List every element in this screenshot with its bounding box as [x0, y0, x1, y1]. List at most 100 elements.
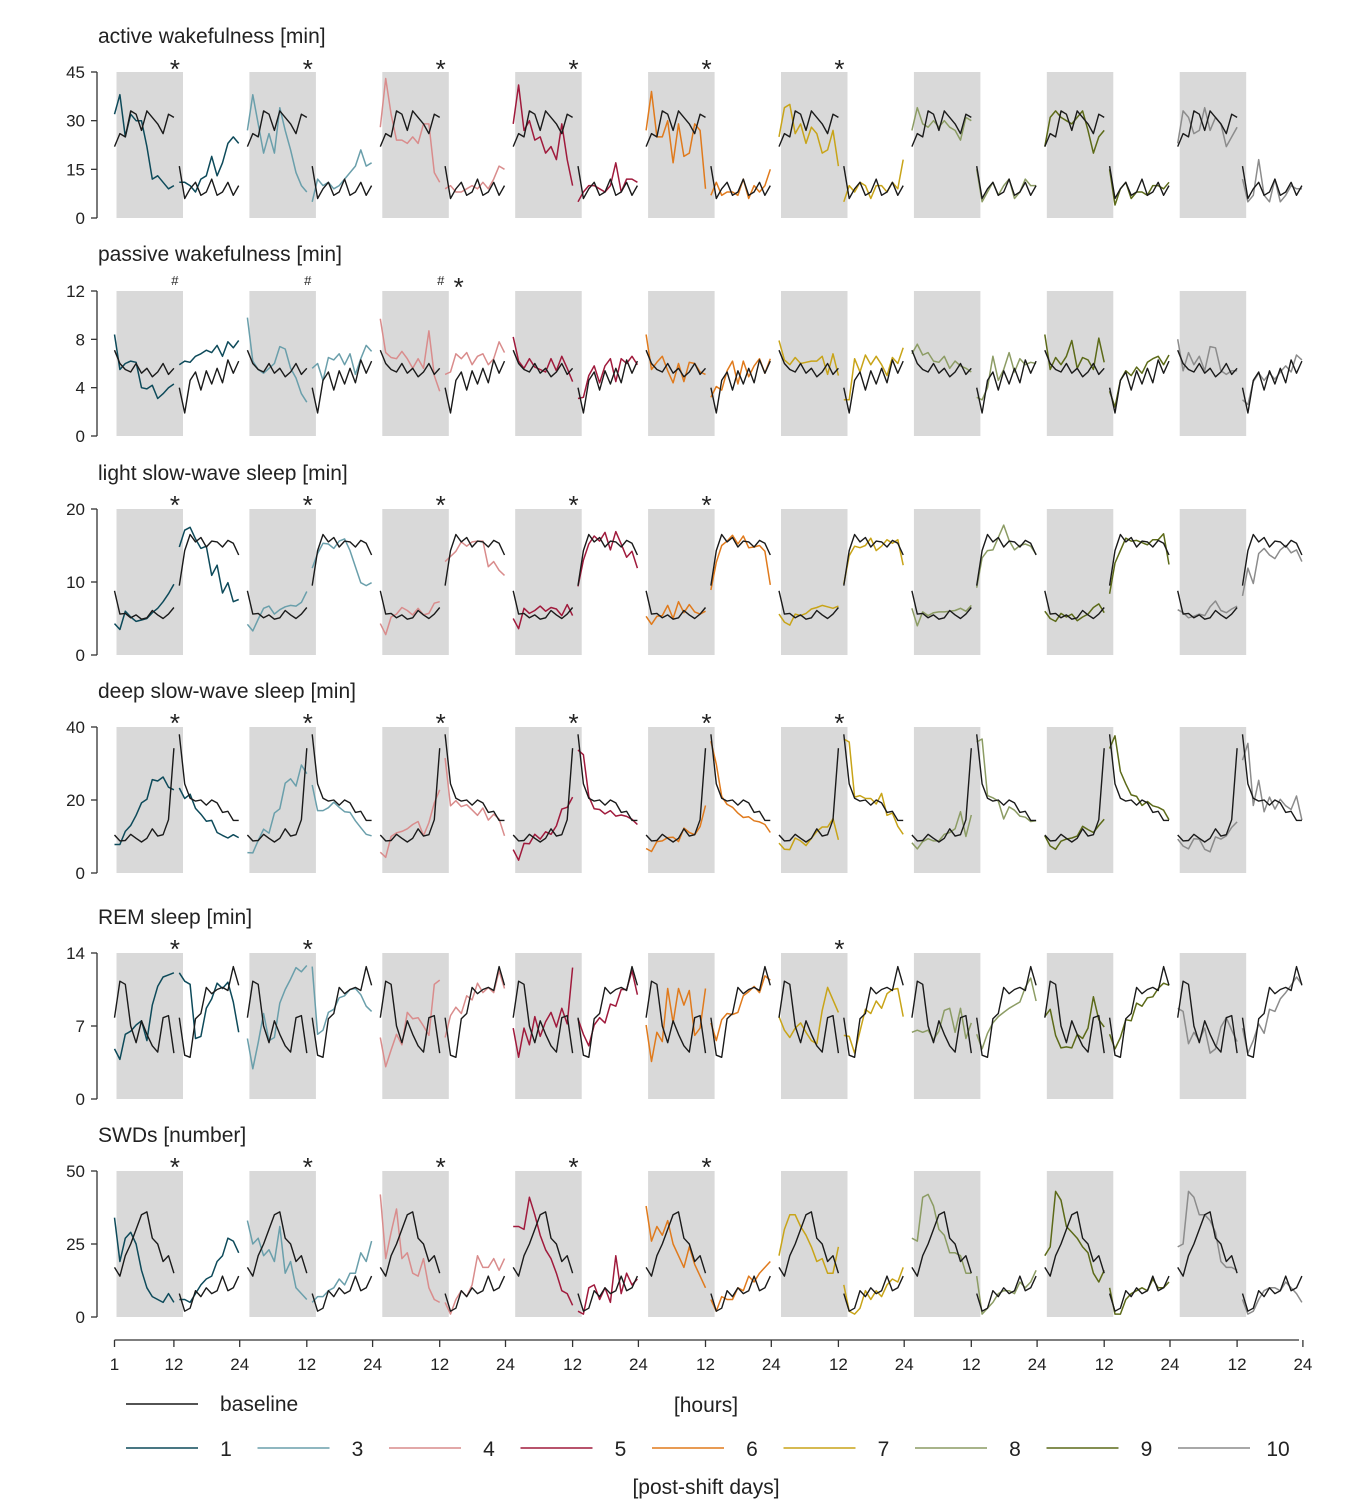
series-line-day-6: [710, 1260, 771, 1312]
series-line-day-1: [179, 1237, 240, 1304]
series-line-day-8: [975, 977, 1037, 1050]
significance-mark: #: [304, 273, 312, 288]
series-line-day-7: [843, 537, 904, 585]
series-line-baseline: [1177, 980, 1238, 1054]
dark-phase-shade: [648, 727, 715, 873]
series-line-baseline: [178, 1275, 240, 1312]
significance-mark: *: [834, 54, 844, 84]
series-line-baseline: [1177, 110, 1238, 147]
significance-mark: *: [436, 54, 446, 84]
series-line-baseline: [911, 590, 972, 620]
series-line-baseline: [1108, 1275, 1170, 1312]
significance-mark: *: [569, 490, 579, 520]
dark-phase-shade: [1179, 727, 1247, 873]
y-tick-label: 20: [66, 791, 85, 810]
y-tick-label: 4: [76, 379, 85, 398]
x-tick-label: 24: [496, 1355, 515, 1374]
legend-title: [post-shift days]: [632, 1476, 779, 1499]
series-line-baseline: [1044, 980, 1105, 1054]
series-line-baseline: [1241, 359, 1303, 414]
series-line-day-4: [379, 1194, 441, 1304]
series-line-day-7: [778, 817, 840, 851]
series-line-baseline: [512, 980, 574, 1054]
series-line-day-4: [444, 341, 506, 376]
series-line-baseline: [577, 165, 639, 200]
series-line-day-3: [246, 965, 308, 1070]
series-line-day-3: [311, 1240, 373, 1303]
legend-label-day-3: 3: [352, 1438, 364, 1461]
series-line-day-8: [975, 1269, 1037, 1315]
series-line-baseline: [512, 349, 574, 378]
panel-6: SWDs [number] 0 25 50 * * * * *: [66, 1124, 1303, 1327]
series-line-baseline: [1177, 748, 1238, 843]
series-line-day-7: [778, 340, 840, 376]
series-line-baseline: [444, 734, 505, 822]
series-line-baseline: [246, 1211, 308, 1277]
series-line-baseline: [843, 965, 904, 1058]
series-line-day-8: [911, 1193, 972, 1274]
series-line-baseline: [976, 165, 1037, 200]
series-line-day-10: [1241, 742, 1303, 821]
dark-phase-shade: [249, 509, 316, 655]
series-line-baseline: [311, 533, 373, 586]
y-tick-label: 25: [66, 1235, 85, 1254]
significance-mark: *: [303, 1152, 313, 1182]
series-line-day-10: [1241, 544, 1303, 597]
series-line-baseline: [843, 533, 904, 586]
dark-phase-shade: [648, 1171, 715, 1317]
series-line-baseline: [113, 1211, 175, 1277]
series-line-baseline: [379, 748, 441, 843]
series-line-baseline: [311, 734, 372, 822]
series-line-baseline: [512, 748, 574, 843]
y-tick-label: 50: [66, 1162, 85, 1181]
series-line-baseline: [911, 1211, 972, 1277]
series-line-day-8: [911, 1007, 973, 1041]
series-line-baseline: [911, 110, 972, 147]
panel-title: passive wakefulness [min]: [98, 243, 342, 266]
y-tick-label: 8: [76, 330, 85, 349]
series-line-day-7: [843, 347, 904, 401]
series-line-day-9: [1108, 982, 1170, 1050]
significance-mark: *: [436, 1152, 446, 1182]
series-line-day-9: [1108, 1278, 1170, 1315]
series-line-day-1: [113, 583, 175, 631]
y-tick-label: 30: [66, 112, 85, 131]
series-line-baseline: [1108, 359, 1170, 414]
series-line-day-5: [512, 796, 574, 861]
significance-mark: *: [569, 54, 579, 84]
significance-mark: *: [834, 708, 844, 738]
x-tick-label: 12: [829, 1355, 848, 1374]
significance-mark: *: [303, 934, 313, 964]
significance-mark: *: [170, 934, 180, 964]
series-line-day-1: [113, 334, 175, 400]
legend: baseline 1 3 4 5 6 7 8 9 10 [post-shift days]: [126, 1393, 1290, 1499]
panel-1: active wakefulness [min] 0 15 30 45 * * * * * *: [66, 25, 1303, 228]
x-tick-label: 12: [1095, 1355, 1114, 1374]
x-tick-label: 24: [1028, 1355, 1047, 1374]
dark-phase-shade: [515, 72, 582, 218]
series-line-day-10: [1177, 1007, 1238, 1054]
dark-phase-shade: [1179, 291, 1247, 436]
series-line-day-3: [311, 966, 373, 1036]
series-line-baseline: [778, 590, 839, 620]
series-line-day-6: [645, 987, 707, 1063]
dark-phase-shade: [1179, 509, 1247, 655]
dark-phase-shade: [515, 509, 582, 655]
series-line-baseline: [311, 1275, 373, 1312]
series-line-day-8: [975, 524, 1037, 588]
dark-phase-shade: [382, 1171, 449, 1317]
series-line-day-8: [911, 810, 973, 850]
significance-mark: *: [170, 490, 180, 520]
series-line-day-7: [843, 1267, 904, 1315]
dark-phase-shade: [382, 72, 449, 218]
series-line-baseline: [645, 1211, 707, 1277]
series-line-baseline: [976, 533, 1037, 586]
series-line-day-4: [444, 1254, 506, 1315]
series-line-day-3: [311, 538, 372, 587]
series-line-baseline: [778, 110, 839, 147]
y-tick-label: 14: [66, 944, 85, 963]
x-tick-label: 1: [110, 1355, 119, 1374]
series-line-baseline: [1108, 734, 1169, 822]
